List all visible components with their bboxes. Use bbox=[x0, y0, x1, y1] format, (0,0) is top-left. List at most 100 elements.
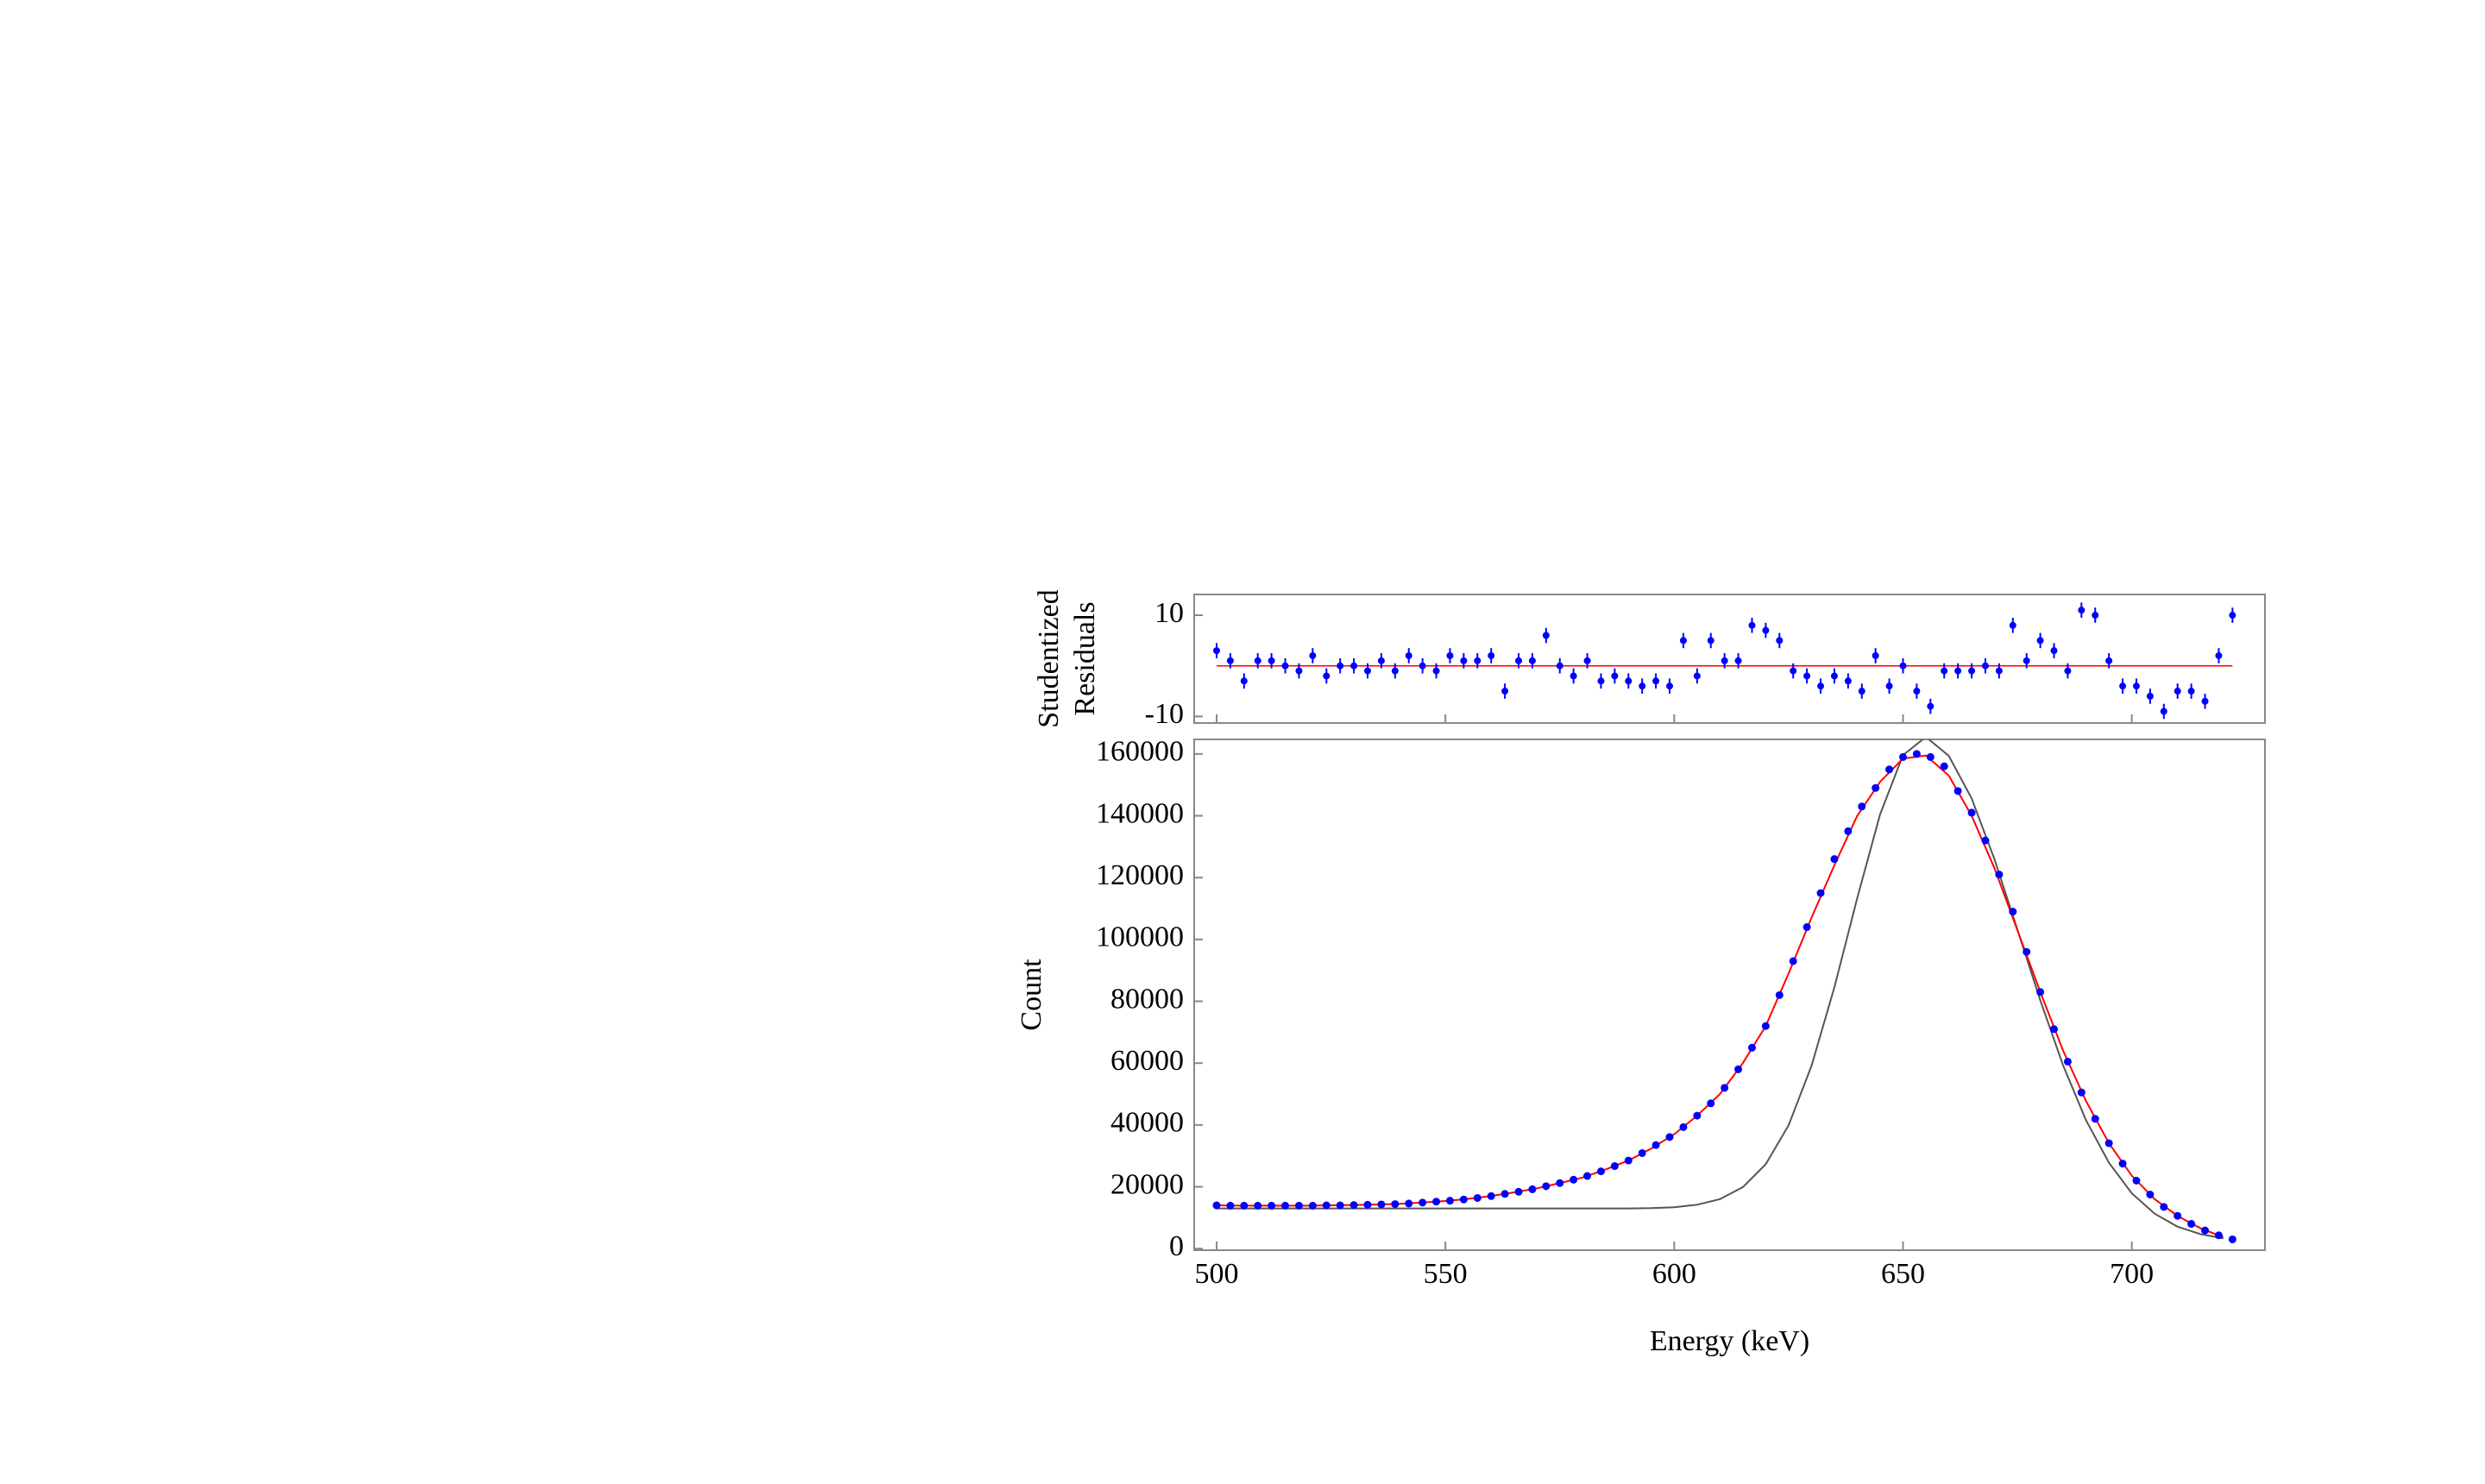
residual-point bbox=[1625, 677, 1633, 685]
residual-point bbox=[1693, 672, 1701, 680]
data-point bbox=[1294, 1201, 1303, 1210]
residual-point bbox=[1981, 662, 1989, 670]
data-point bbox=[2077, 1088, 2086, 1097]
x-tick-label: 700 bbox=[2110, 1258, 2154, 1290]
data-point bbox=[1459, 1195, 1468, 1204]
data-point bbox=[1885, 765, 1894, 774]
residual-point bbox=[1501, 688, 1509, 695]
residual-point bbox=[1597, 677, 1605, 685]
residual-point bbox=[2215, 651, 2223, 659]
data-point bbox=[1487, 1192, 1495, 1200]
plot-area bbox=[1212, 739, 2236, 1243]
y-tick-label: 120000 bbox=[1096, 859, 1184, 891]
data-point bbox=[1391, 1200, 1400, 1209]
x-axis-label: Energy (keV) bbox=[1650, 1325, 1809, 1357]
data-point bbox=[1802, 923, 1811, 932]
residual-point bbox=[2146, 692, 2154, 700]
residual-point bbox=[1830, 672, 1838, 680]
data-point bbox=[1761, 1022, 1770, 1030]
residual-point bbox=[1254, 657, 1261, 664]
y-axis-label: Studentized bbox=[1033, 589, 1065, 728]
residual-point bbox=[1762, 626, 1770, 634]
residual-point bbox=[1337, 662, 1344, 670]
data-point bbox=[2174, 1211, 2182, 1220]
data-point bbox=[2214, 1231, 2223, 1240]
data-point bbox=[1268, 1201, 1276, 1210]
data-point bbox=[1651, 1141, 1660, 1149]
data-point bbox=[2050, 1025, 2059, 1034]
y-tick-label: 10 bbox=[1154, 597, 1184, 629]
residual-point bbox=[1652, 677, 1660, 685]
data-point bbox=[2132, 1176, 2141, 1185]
residual-point bbox=[2160, 707, 2167, 715]
data-point bbox=[1734, 1065, 1743, 1073]
data-point bbox=[1514, 1187, 1523, 1196]
residual-point bbox=[1542, 632, 1550, 639]
residual-point bbox=[1885, 682, 1893, 690]
data-point bbox=[1254, 1201, 1262, 1210]
data-point bbox=[2118, 1160, 2127, 1168]
residual-point bbox=[1350, 662, 1358, 670]
y-tick-label: 80000 bbox=[1110, 983, 1184, 1015]
data-point bbox=[1995, 871, 2004, 879]
data-point bbox=[1500, 1190, 1509, 1198]
residual-point bbox=[1858, 688, 1865, 695]
plot-frame bbox=[1193, 739, 2266, 1251]
residual-point bbox=[1515, 657, 1523, 664]
residual-point bbox=[1405, 651, 1412, 659]
y-tick-label: 140000 bbox=[1096, 797, 1184, 829]
data-point bbox=[2146, 1190, 2155, 1198]
residual-point bbox=[1913, 688, 1921, 695]
data-point bbox=[1912, 750, 1921, 758]
residual-point bbox=[1391, 667, 1399, 675]
data-point bbox=[2091, 1115, 2099, 1123]
residual-point bbox=[2023, 657, 2030, 664]
y-tick-label: 0 bbox=[1169, 1230, 1184, 1262]
data-point bbox=[1940, 762, 1948, 770]
data-point bbox=[1336, 1201, 1344, 1210]
data-point bbox=[1377, 1200, 1386, 1209]
data-point bbox=[1308, 1201, 1317, 1210]
y-tick-label: -10 bbox=[1145, 698, 1184, 730]
residual-point bbox=[1803, 672, 1811, 680]
residual-point bbox=[1419, 662, 1426, 670]
residual-point bbox=[1528, 657, 1536, 664]
residual-point bbox=[1363, 667, 1371, 675]
data-point bbox=[1953, 787, 1962, 795]
x-tick-label: 650 bbox=[1881, 1258, 1925, 1290]
residual-point bbox=[2201, 697, 2209, 705]
residual-point bbox=[1776, 637, 1784, 645]
data-point bbox=[2160, 1203, 2168, 1211]
residual-point bbox=[1268, 657, 1275, 664]
data-point bbox=[1624, 1156, 1633, 1165]
residual-point bbox=[1941, 667, 1948, 675]
data-point bbox=[1693, 1111, 1702, 1120]
data-point bbox=[2228, 1235, 2236, 1243]
residual-point bbox=[1611, 672, 1619, 680]
y-axis-label: Residuals bbox=[1069, 601, 1101, 715]
x-tick-label: 500 bbox=[1194, 1258, 1238, 1290]
residual-point bbox=[1446, 651, 1454, 659]
residual-point bbox=[2105, 657, 2113, 664]
residual-point bbox=[1666, 682, 1674, 690]
data-point bbox=[1473, 1193, 1482, 1202]
residual-point bbox=[1734, 657, 1742, 664]
data-point bbox=[1556, 1179, 1564, 1187]
data-point bbox=[1212, 1201, 1221, 1210]
data-point bbox=[2036, 988, 2045, 997]
y-tick-label: 40000 bbox=[1110, 1107, 1184, 1139]
residual-point bbox=[2009, 621, 2016, 629]
residual-point bbox=[1309, 651, 1317, 659]
residual-point bbox=[1212, 647, 1220, 655]
data-point bbox=[1349, 1201, 1358, 1210]
data-point bbox=[1542, 1182, 1551, 1191]
x-tick-label: 600 bbox=[1652, 1258, 1696, 1290]
residual-point bbox=[1817, 682, 1825, 690]
data-point bbox=[1816, 889, 1825, 897]
data-point bbox=[2187, 1220, 2196, 1229]
residual-point bbox=[1432, 667, 1440, 675]
residual-point bbox=[1844, 677, 1852, 685]
residual-point bbox=[1968, 667, 1976, 675]
